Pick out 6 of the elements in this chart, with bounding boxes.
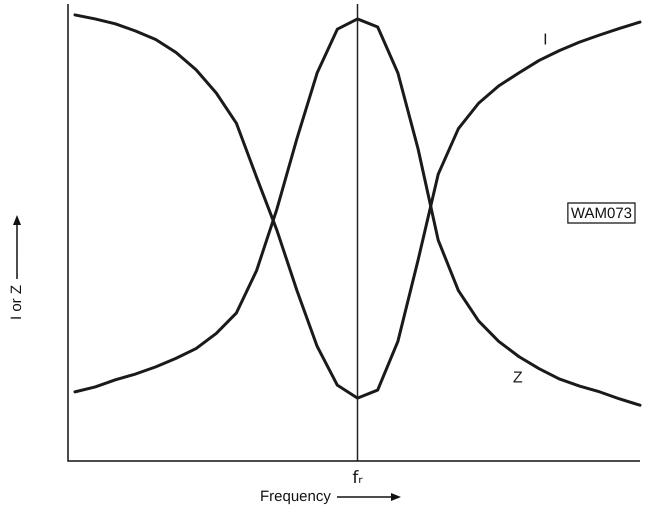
y-axis-title: I or Z xyxy=(8,284,25,320)
text: fᵣ xyxy=(352,468,363,488)
annotation: WAM073 xyxy=(570,205,632,222)
x-axis-title: Frequency xyxy=(260,488,331,505)
series-label: I xyxy=(543,31,548,48)
series-label: Z xyxy=(512,370,523,387)
